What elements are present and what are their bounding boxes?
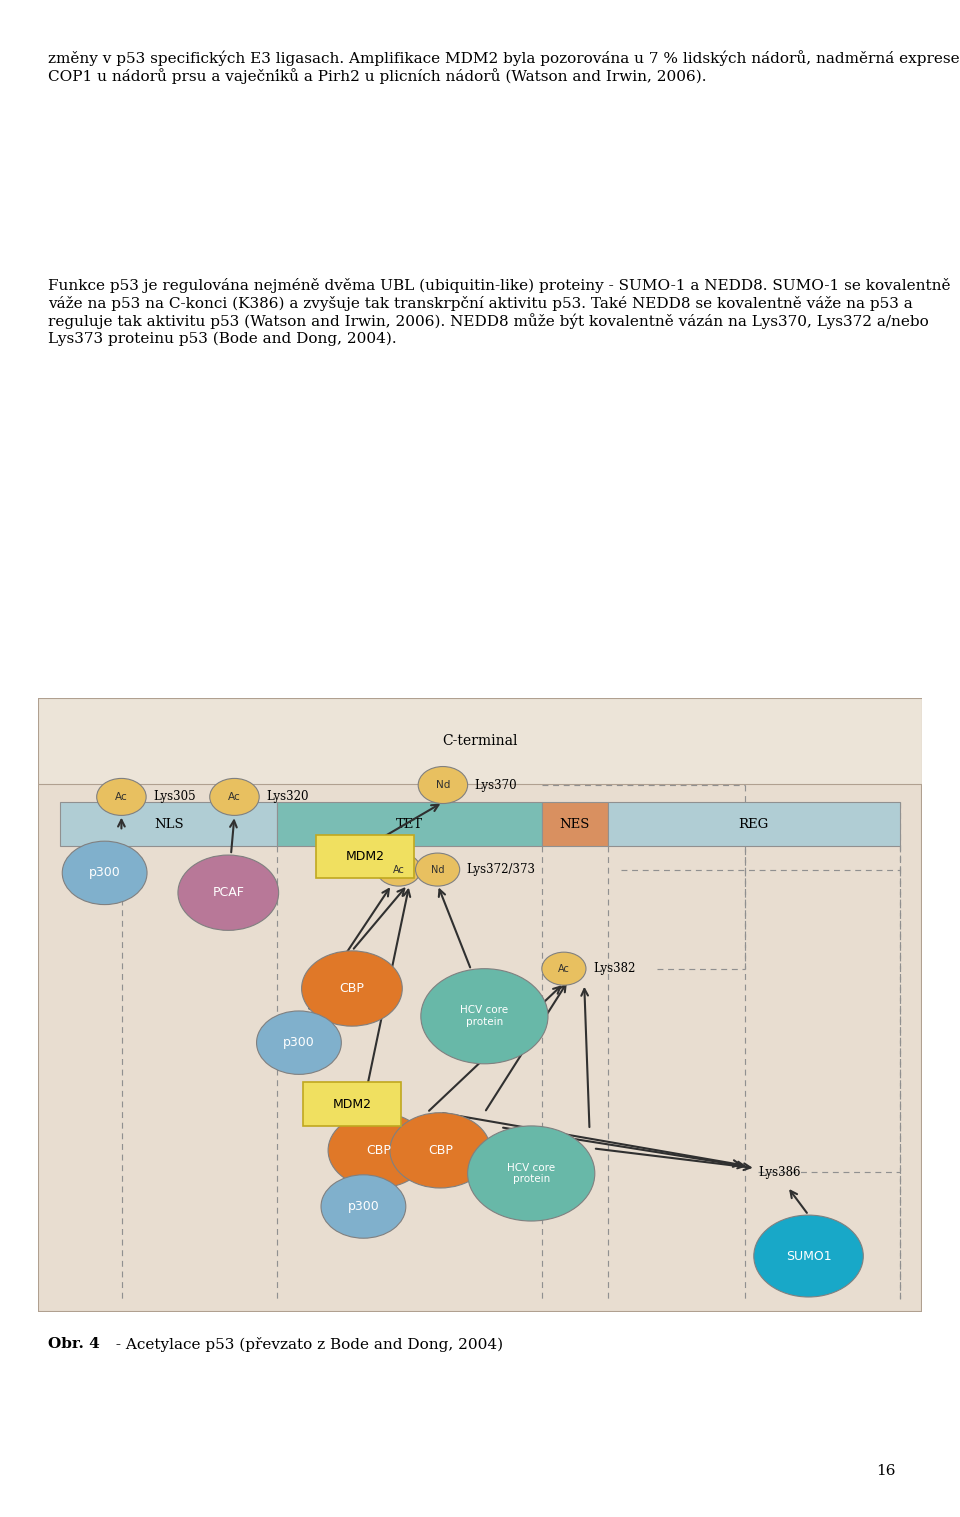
Circle shape bbox=[62, 840, 147, 904]
FancyBboxPatch shape bbox=[38, 698, 922, 1312]
Text: p300: p300 bbox=[88, 866, 121, 880]
Text: C-terminal: C-terminal bbox=[443, 734, 517, 748]
Text: Ac: Ac bbox=[558, 963, 570, 974]
Circle shape bbox=[754, 1215, 863, 1297]
Text: NES: NES bbox=[560, 818, 590, 830]
Text: 16: 16 bbox=[876, 1464, 896, 1479]
Text: CBP: CBP bbox=[340, 981, 365, 995]
Circle shape bbox=[301, 951, 402, 1025]
Circle shape bbox=[321, 1174, 406, 1238]
Circle shape bbox=[178, 856, 278, 930]
Circle shape bbox=[376, 853, 420, 886]
Text: HCV core
protein: HCV core protein bbox=[507, 1162, 555, 1185]
Text: Lys305: Lys305 bbox=[154, 790, 196, 804]
Text: Funkce p53 je regulována nejméně dvěma UBL (ubiquitin-like) proteiny - SUMO-1 a : Funkce p53 je regulována nejméně dvěma U… bbox=[48, 278, 950, 346]
FancyBboxPatch shape bbox=[608, 801, 900, 846]
Circle shape bbox=[541, 953, 586, 985]
Text: MDM2: MDM2 bbox=[332, 1098, 372, 1110]
Text: Lys370: Lys370 bbox=[474, 778, 517, 792]
FancyBboxPatch shape bbox=[541, 801, 608, 846]
Text: Ac: Ac bbox=[115, 792, 128, 802]
Text: změny v p53 specifických E3 ligasach. Amplifikace MDM2 byla pozorována u 7 % li: změny v p53 specifických E3 ligasach. Am… bbox=[48, 50, 960, 85]
Circle shape bbox=[468, 1126, 595, 1221]
Text: Lys382: Lys382 bbox=[593, 962, 636, 975]
Text: SUMO1: SUMO1 bbox=[785, 1250, 831, 1262]
Text: CBP: CBP bbox=[428, 1144, 453, 1157]
Circle shape bbox=[328, 1112, 429, 1188]
Circle shape bbox=[390, 1112, 491, 1188]
Text: HCV core
protein: HCV core protein bbox=[461, 1006, 509, 1027]
FancyBboxPatch shape bbox=[303, 1082, 401, 1126]
Text: Lys372/373: Lys372/373 bbox=[466, 863, 535, 877]
Circle shape bbox=[256, 1010, 342, 1074]
Text: Obr. 4: Obr. 4 bbox=[48, 1336, 100, 1352]
FancyBboxPatch shape bbox=[60, 801, 276, 846]
Text: NLS: NLS bbox=[154, 818, 183, 830]
FancyBboxPatch shape bbox=[276, 801, 541, 846]
Text: Lys386: Lys386 bbox=[758, 1165, 801, 1179]
Text: Nd: Nd bbox=[436, 780, 450, 790]
Text: Nd: Nd bbox=[431, 865, 444, 875]
Text: p300: p300 bbox=[348, 1200, 379, 1214]
Text: - Acetylace p53 (převzato z Bode and Dong, 2004): - Acetylace p53 (převzato z Bode and Don… bbox=[111, 1336, 503, 1352]
Text: MDM2: MDM2 bbox=[346, 850, 385, 863]
Circle shape bbox=[209, 778, 259, 816]
Text: Ac: Ac bbox=[228, 792, 241, 802]
Text: p300: p300 bbox=[283, 1036, 315, 1050]
FancyBboxPatch shape bbox=[316, 834, 414, 878]
Circle shape bbox=[416, 853, 460, 886]
Text: PCAF: PCAF bbox=[212, 886, 244, 900]
Text: TET: TET bbox=[396, 818, 423, 830]
Text: REG: REG bbox=[738, 818, 769, 830]
Text: CBP: CBP bbox=[366, 1144, 391, 1157]
FancyBboxPatch shape bbox=[38, 698, 922, 784]
Text: Lys320: Lys320 bbox=[266, 790, 309, 804]
Circle shape bbox=[97, 778, 146, 816]
Text: Ac: Ac bbox=[393, 865, 405, 875]
Circle shape bbox=[420, 969, 548, 1063]
Circle shape bbox=[419, 766, 468, 804]
